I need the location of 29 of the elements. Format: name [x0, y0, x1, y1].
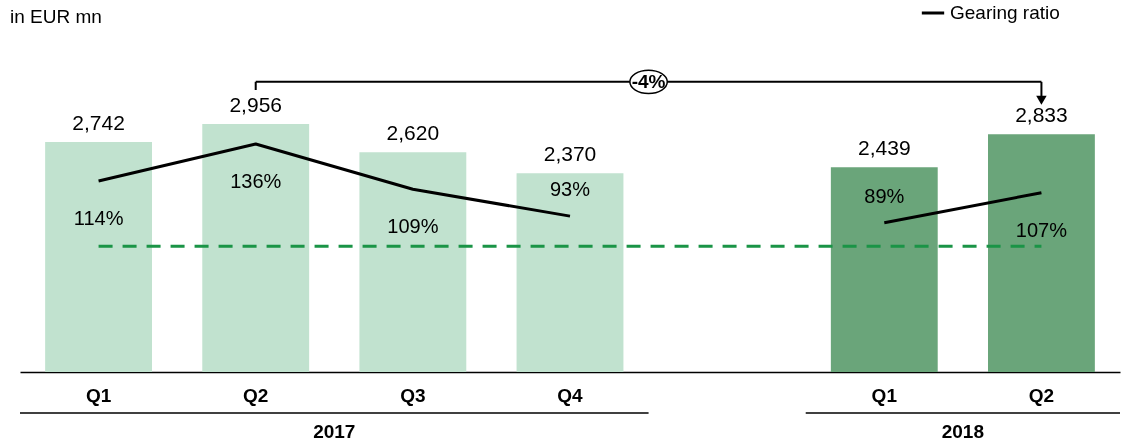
bar: [830, 167, 938, 372]
data-label: 2,439: [858, 136, 911, 160]
text: in EUR mn: [10, 6, 102, 27]
x-tick-label: Q1: [871, 384, 898, 406]
data-label: 2,620: [386, 121, 440, 145]
text: 2017: [313, 421, 356, 442]
data-label: 114%: [73, 206, 124, 229]
bar: [45, 141, 152, 372]
text: 2018: [941, 421, 984, 442]
data-label: 2,370: [543, 142, 597, 166]
text: -4%: [631, 70, 666, 92]
x-tick-label: Q2: [1028, 384, 1055, 406]
bar: [202, 124, 310, 372]
data-label: 136%: [230, 170, 282, 193]
data-label: 2,956: [229, 93, 282, 116]
bar: [516, 173, 624, 372]
data-label: 109%: [387, 215, 439, 238]
data-label: 89%: [864, 184, 905, 207]
data-label: 107%: [1015, 218, 1068, 241]
x-tick-label: Q3: [400, 384, 426, 406]
x-tick-label: Q2: [243, 384, 269, 406]
x-tick-label: Q4: [557, 384, 584, 406]
bar: [988, 134, 1095, 372]
data-label: 93%: [549, 178, 591, 201]
data-label: 2,833: [1015, 103, 1068, 127]
bar: [359, 152, 467, 372]
data-label: 2,742: [72, 110, 125, 134]
x-tick-label: Q1: [85, 384, 112, 406]
legend-label: Gearing ratio: [950, 2, 1060, 23]
